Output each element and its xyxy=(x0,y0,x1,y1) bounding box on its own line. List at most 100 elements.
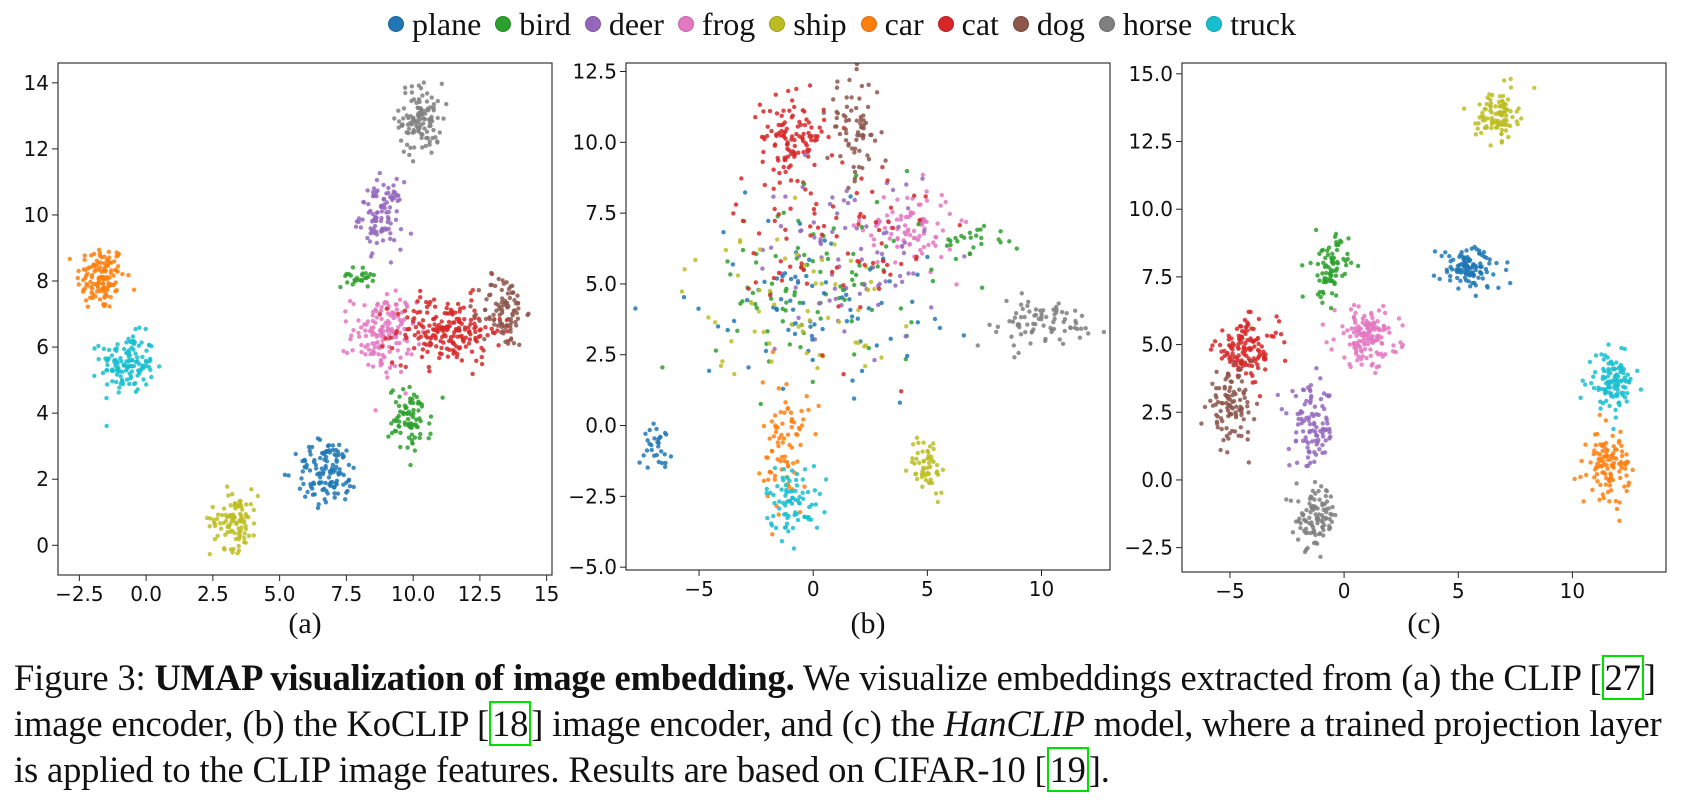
point-dog xyxy=(825,155,830,161)
point-dog xyxy=(476,288,481,293)
point-cat xyxy=(776,270,782,276)
point-car xyxy=(766,477,771,482)
point-horse xyxy=(1317,497,1322,502)
point-truck xyxy=(131,363,137,369)
point-cat xyxy=(804,281,810,286)
point-frog xyxy=(1345,328,1350,333)
point-cat xyxy=(792,104,797,110)
point-cat xyxy=(421,325,426,330)
point-ship xyxy=(916,440,921,445)
point-cat xyxy=(757,102,763,107)
point-bird xyxy=(1331,255,1337,261)
point-truck xyxy=(127,381,132,387)
point-frog xyxy=(1354,333,1359,339)
point-dog xyxy=(1254,401,1260,406)
point-deer xyxy=(796,315,801,320)
point-bird xyxy=(412,435,418,440)
point-plane xyxy=(308,482,313,487)
point-deer xyxy=(386,190,391,196)
point-frog xyxy=(1362,330,1367,335)
point-horse xyxy=(411,97,417,102)
point-truck xyxy=(114,372,120,377)
point-bird xyxy=(768,296,774,301)
point-cat xyxy=(751,251,756,256)
point-deer xyxy=(883,279,888,284)
citation-link[interactable]: 27 xyxy=(1601,655,1644,700)
point-horse xyxy=(1062,317,1068,322)
point-plane xyxy=(337,442,342,448)
point-ship xyxy=(802,263,807,268)
point-ship xyxy=(832,242,837,247)
point-cat xyxy=(495,328,500,333)
y-tick-label: 0 xyxy=(36,533,49,557)
umap-figure: −2.5 0.0 2.5 5.0 7.5 10.0 12.5 1502468101214(a)… xyxy=(24,59,1667,640)
point-truck xyxy=(769,523,775,528)
point-bird xyxy=(852,352,857,357)
point-deer xyxy=(827,201,833,207)
point-frog xyxy=(385,311,391,316)
point-ship xyxy=(796,324,801,329)
point-horse xyxy=(419,112,424,118)
point-car xyxy=(789,425,794,430)
point-plane xyxy=(654,426,659,432)
y-tick-label: −5.0 xyxy=(568,555,617,579)
point-deer xyxy=(841,198,847,203)
point-car xyxy=(785,406,791,411)
point-cat xyxy=(437,355,442,361)
point-truck xyxy=(114,359,120,364)
citation-link[interactable]: 19 xyxy=(1046,747,1089,792)
point-frog xyxy=(397,297,403,302)
point-cat xyxy=(753,115,758,120)
point-truck xyxy=(773,525,779,531)
point-bird xyxy=(1320,300,1325,305)
point-plane xyxy=(1455,275,1460,281)
point-frog xyxy=(406,347,411,352)
point-bird xyxy=(400,410,406,415)
point-cat xyxy=(1234,326,1240,331)
point-car xyxy=(75,275,81,281)
point-cat xyxy=(405,327,410,332)
point-bird xyxy=(1334,247,1340,253)
point-cat xyxy=(422,341,427,346)
point-deer xyxy=(920,176,925,181)
point-dog xyxy=(1227,397,1233,402)
point-car xyxy=(97,288,103,294)
point-dog xyxy=(844,130,849,136)
citation-link[interactable]: 18 xyxy=(488,701,532,746)
point-cat xyxy=(819,129,824,134)
point-bird xyxy=(389,430,395,436)
point-bird xyxy=(428,414,434,419)
legend-marker xyxy=(677,16,694,32)
point-dog xyxy=(883,158,888,163)
point-frog xyxy=(1381,303,1386,309)
point-car xyxy=(85,271,90,276)
point-plane xyxy=(333,447,339,453)
point-ship xyxy=(1500,99,1505,104)
point-cat xyxy=(411,308,416,314)
point-dog xyxy=(1215,425,1221,430)
point-dog xyxy=(1243,387,1248,393)
point-cat xyxy=(771,186,776,191)
point-cat xyxy=(479,361,485,367)
point-truck xyxy=(1601,368,1607,374)
point-cat xyxy=(841,283,846,288)
point-bird xyxy=(979,235,984,241)
point-cat xyxy=(1236,346,1241,351)
point-truck xyxy=(1635,368,1640,373)
point-dog xyxy=(865,104,871,110)
point-truck xyxy=(133,389,139,394)
point-cat xyxy=(1222,348,1227,354)
point-horse xyxy=(987,322,992,327)
point-ship xyxy=(836,319,842,325)
point-frog xyxy=(919,251,925,256)
point-dog xyxy=(835,111,840,116)
point-bird xyxy=(1320,247,1326,253)
point-car xyxy=(1619,449,1625,454)
point-plane xyxy=(867,267,873,272)
x-tick-label: 0 xyxy=(807,577,820,601)
point-horse xyxy=(1322,501,1328,507)
point-dog xyxy=(861,113,866,118)
point-dog xyxy=(1214,421,1220,426)
point-car xyxy=(101,286,107,292)
point-horse xyxy=(424,91,430,96)
